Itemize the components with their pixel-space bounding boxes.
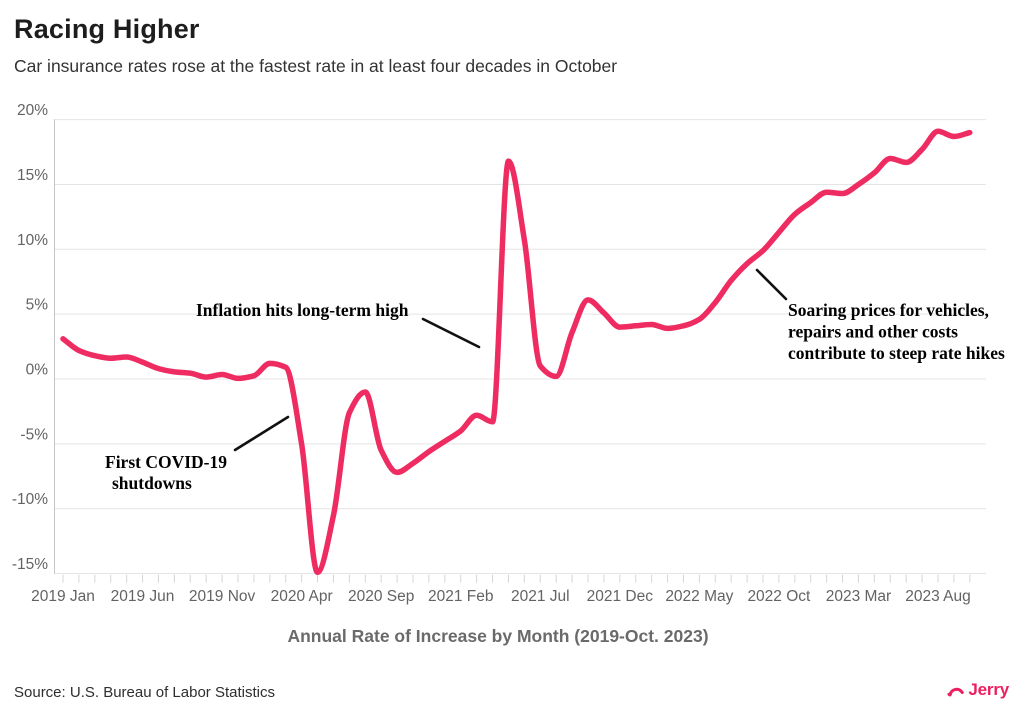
annotation-text: First COVID-19 shutdowns (105, 452, 227, 493)
annotation-text: Soaring prices for vehicles, repairs and … (788, 300, 1005, 363)
x-tick-label: 2022 May (665, 588, 733, 605)
x-axis-title: Annual Rate of Increase by Month (2019-O… (287, 626, 709, 646)
y-tick-label: -10% (12, 491, 48, 508)
x-tick-label: 2021 Feb (428, 588, 494, 605)
insurance-rate-line (60, 128, 973, 576)
x-axis-labels: 2019 Jan 2019 Jun 2019 Nov 2020 Apr 2020 Sep… (31, 588, 971, 605)
y-tick-label: -5% (20, 426, 48, 443)
x-tick-label: 2021 Dec (587, 588, 654, 605)
y-tick-label: -15% (12, 556, 48, 573)
x-tick-label: 2020 Sep (348, 588, 414, 605)
x-tick-label: 2019 Nov (189, 588, 256, 605)
jerry-logo: Jerry (946, 680, 1009, 700)
annotation-text: Inflation hits long-term high (196, 300, 409, 320)
y-tick-label: 0% (26, 362, 49, 379)
annotations: First COVID-19 shutdowns Inflation hits lo… (105, 268, 1005, 493)
x-tick-label: 2020 Apr (271, 588, 333, 605)
chart-subtitle: Car insurance rates rose at the fastest … (14, 56, 618, 76)
y-axis-labels: 20% 15% 10% 5% 0% -5% -10% -15% (12, 102, 48, 573)
y-tick-label: 5% (26, 297, 49, 314)
jerry-wordmark: Jerry (968, 680, 1009, 699)
chart-title: Racing Higher (14, 14, 200, 44)
y-tick-label: 10% (17, 232, 48, 249)
annotation-leader-line (233, 415, 290, 452)
x-tick-label: 2019 Jan (31, 588, 95, 605)
x-tick-label: 2023 Aug (905, 588, 971, 605)
x-tick-label: 2021 Jul (511, 588, 570, 605)
source-note: Source: U.S. Bureau of Labor Statistics (14, 684, 275, 701)
annotation-leader-line (755, 268, 788, 301)
x-tick-label: 2022 Oct (747, 588, 811, 605)
y-tick-label: 20% (17, 102, 48, 119)
annotation-leader-line (421, 317, 481, 349)
jerry-arc-icon (947, 687, 965, 697)
x-axis-ticks (62, 574, 971, 583)
x-tick-label: 2019 Jun (111, 588, 175, 605)
x-tick-label: 2023 Mar (826, 588, 891, 605)
y-tick-label: 15% (17, 167, 48, 184)
